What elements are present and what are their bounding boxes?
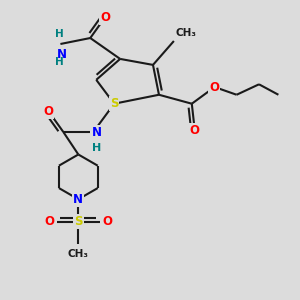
Text: CH₃: CH₃ bbox=[176, 28, 197, 38]
Text: O: O bbox=[100, 11, 110, 24]
Text: N: N bbox=[57, 49, 67, 62]
Text: O: O bbox=[209, 81, 219, 94]
Text: N: N bbox=[73, 193, 83, 206]
Text: H: H bbox=[55, 28, 63, 39]
Text: H: H bbox=[92, 143, 101, 153]
Text: H: H bbox=[55, 57, 63, 68]
Text: O: O bbox=[190, 124, 200, 137]
Text: S: S bbox=[110, 97, 118, 110]
Text: O: O bbox=[44, 215, 54, 228]
Text: O: O bbox=[44, 105, 53, 118]
Text: S: S bbox=[74, 215, 82, 228]
Text: CH₃: CH₃ bbox=[68, 248, 89, 259]
Text: N: N bbox=[92, 126, 102, 139]
Text: O: O bbox=[102, 215, 112, 228]
